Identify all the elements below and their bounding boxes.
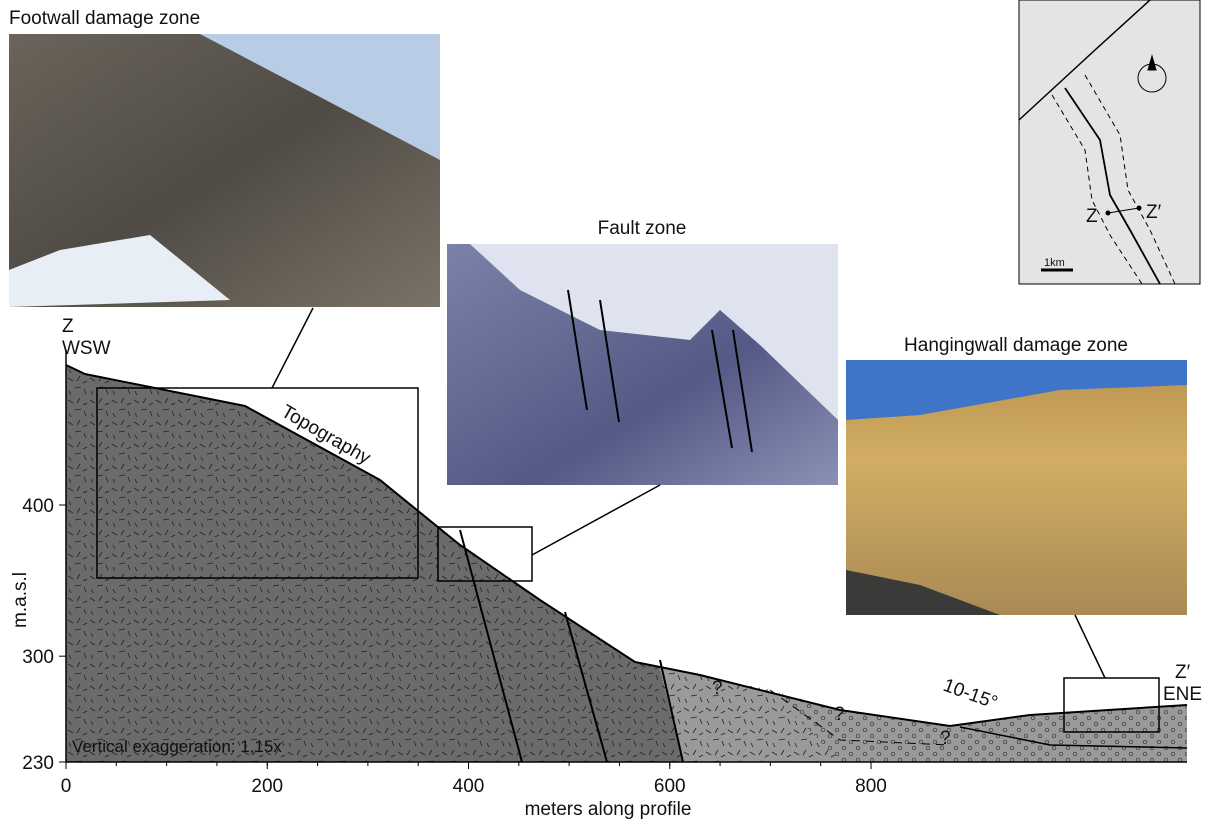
x-tick-label: 0 <box>61 776 72 797</box>
exaggeration: Vertical exaggeration: 1,15x <box>72 737 282 756</box>
map-label: Z <box>1086 206 1098 227</box>
x-tick-label: 400 <box>453 776 485 797</box>
profile-dir: WSW <box>62 338 111 359</box>
profile-end: Z′ <box>1175 662 1191 683</box>
unknown: ? <box>940 728 951 749</box>
y-tick-label: 400 <box>22 496 54 517</box>
photo-label: Fault zone <box>598 218 687 239</box>
map-scale: 1km <box>1044 257 1065 269</box>
photo-label: Hangingwall damage zone <box>904 335 1128 356</box>
x-tick-label: 200 <box>251 776 283 797</box>
unknown: ? <box>712 678 723 699</box>
footwall-photo <box>9 34 440 307</box>
dip-label: 10-15° <box>940 675 1000 714</box>
y-axis-label: m.a.s.l <box>10 572 31 628</box>
fault-photo <box>447 244 838 485</box>
x-axis-label: meters along profile <box>525 799 692 820</box>
x-tick-label: 800 <box>855 776 887 797</box>
y-tick-label: 300 <box>22 647 54 668</box>
hangingwall-photo <box>846 360 1187 615</box>
photo-label: Footwall damage zone <box>9 8 200 29</box>
figure: Footwall damage zone Fault zone Hangingw… <box>0 0 1207 826</box>
profile-end: Z <box>62 316 74 337</box>
y-tick-label: 230 <box>22 753 54 774</box>
unknown: ? <box>834 704 845 725</box>
map-label: Z′ <box>1146 202 1162 223</box>
inset-map <box>1019 0 1200 284</box>
profile-dir: ENE <box>1163 684 1202 705</box>
x-tick-label: 600 <box>654 776 686 797</box>
